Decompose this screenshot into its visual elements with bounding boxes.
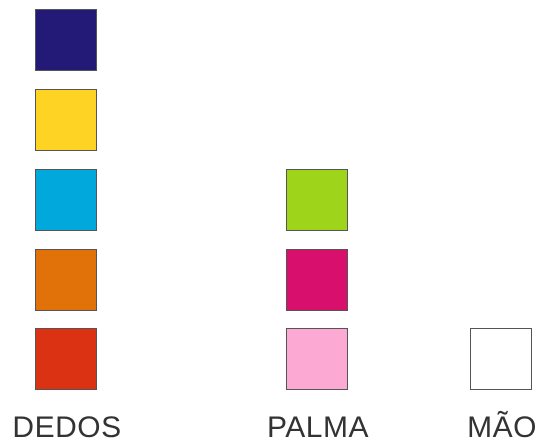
color-swatch-orange — [35, 249, 97, 311]
color-swatch-white — [470, 328, 532, 390]
color-swatch-dark-blue — [35, 9, 97, 71]
color-swatch-yellow — [35, 89, 97, 151]
color-swatch-green — [286, 169, 348, 231]
color-swatch-light-blue — [35, 169, 97, 231]
color-swatch-magenta — [286, 249, 348, 311]
column-label-palma: PALMA — [267, 411, 369, 444]
color-swatch-pink — [286, 328, 348, 390]
column-mao: MÃO — [452, 0, 547, 447]
column-label-mao: MÃO — [467, 411, 537, 444]
column-dedos: DEDOS — [12, 0, 121, 447]
column-palma: PALMA — [267, 0, 368, 447]
column-label-dedos: DEDOS — [12, 411, 122, 444]
color-swatch-red — [35, 328, 97, 390]
